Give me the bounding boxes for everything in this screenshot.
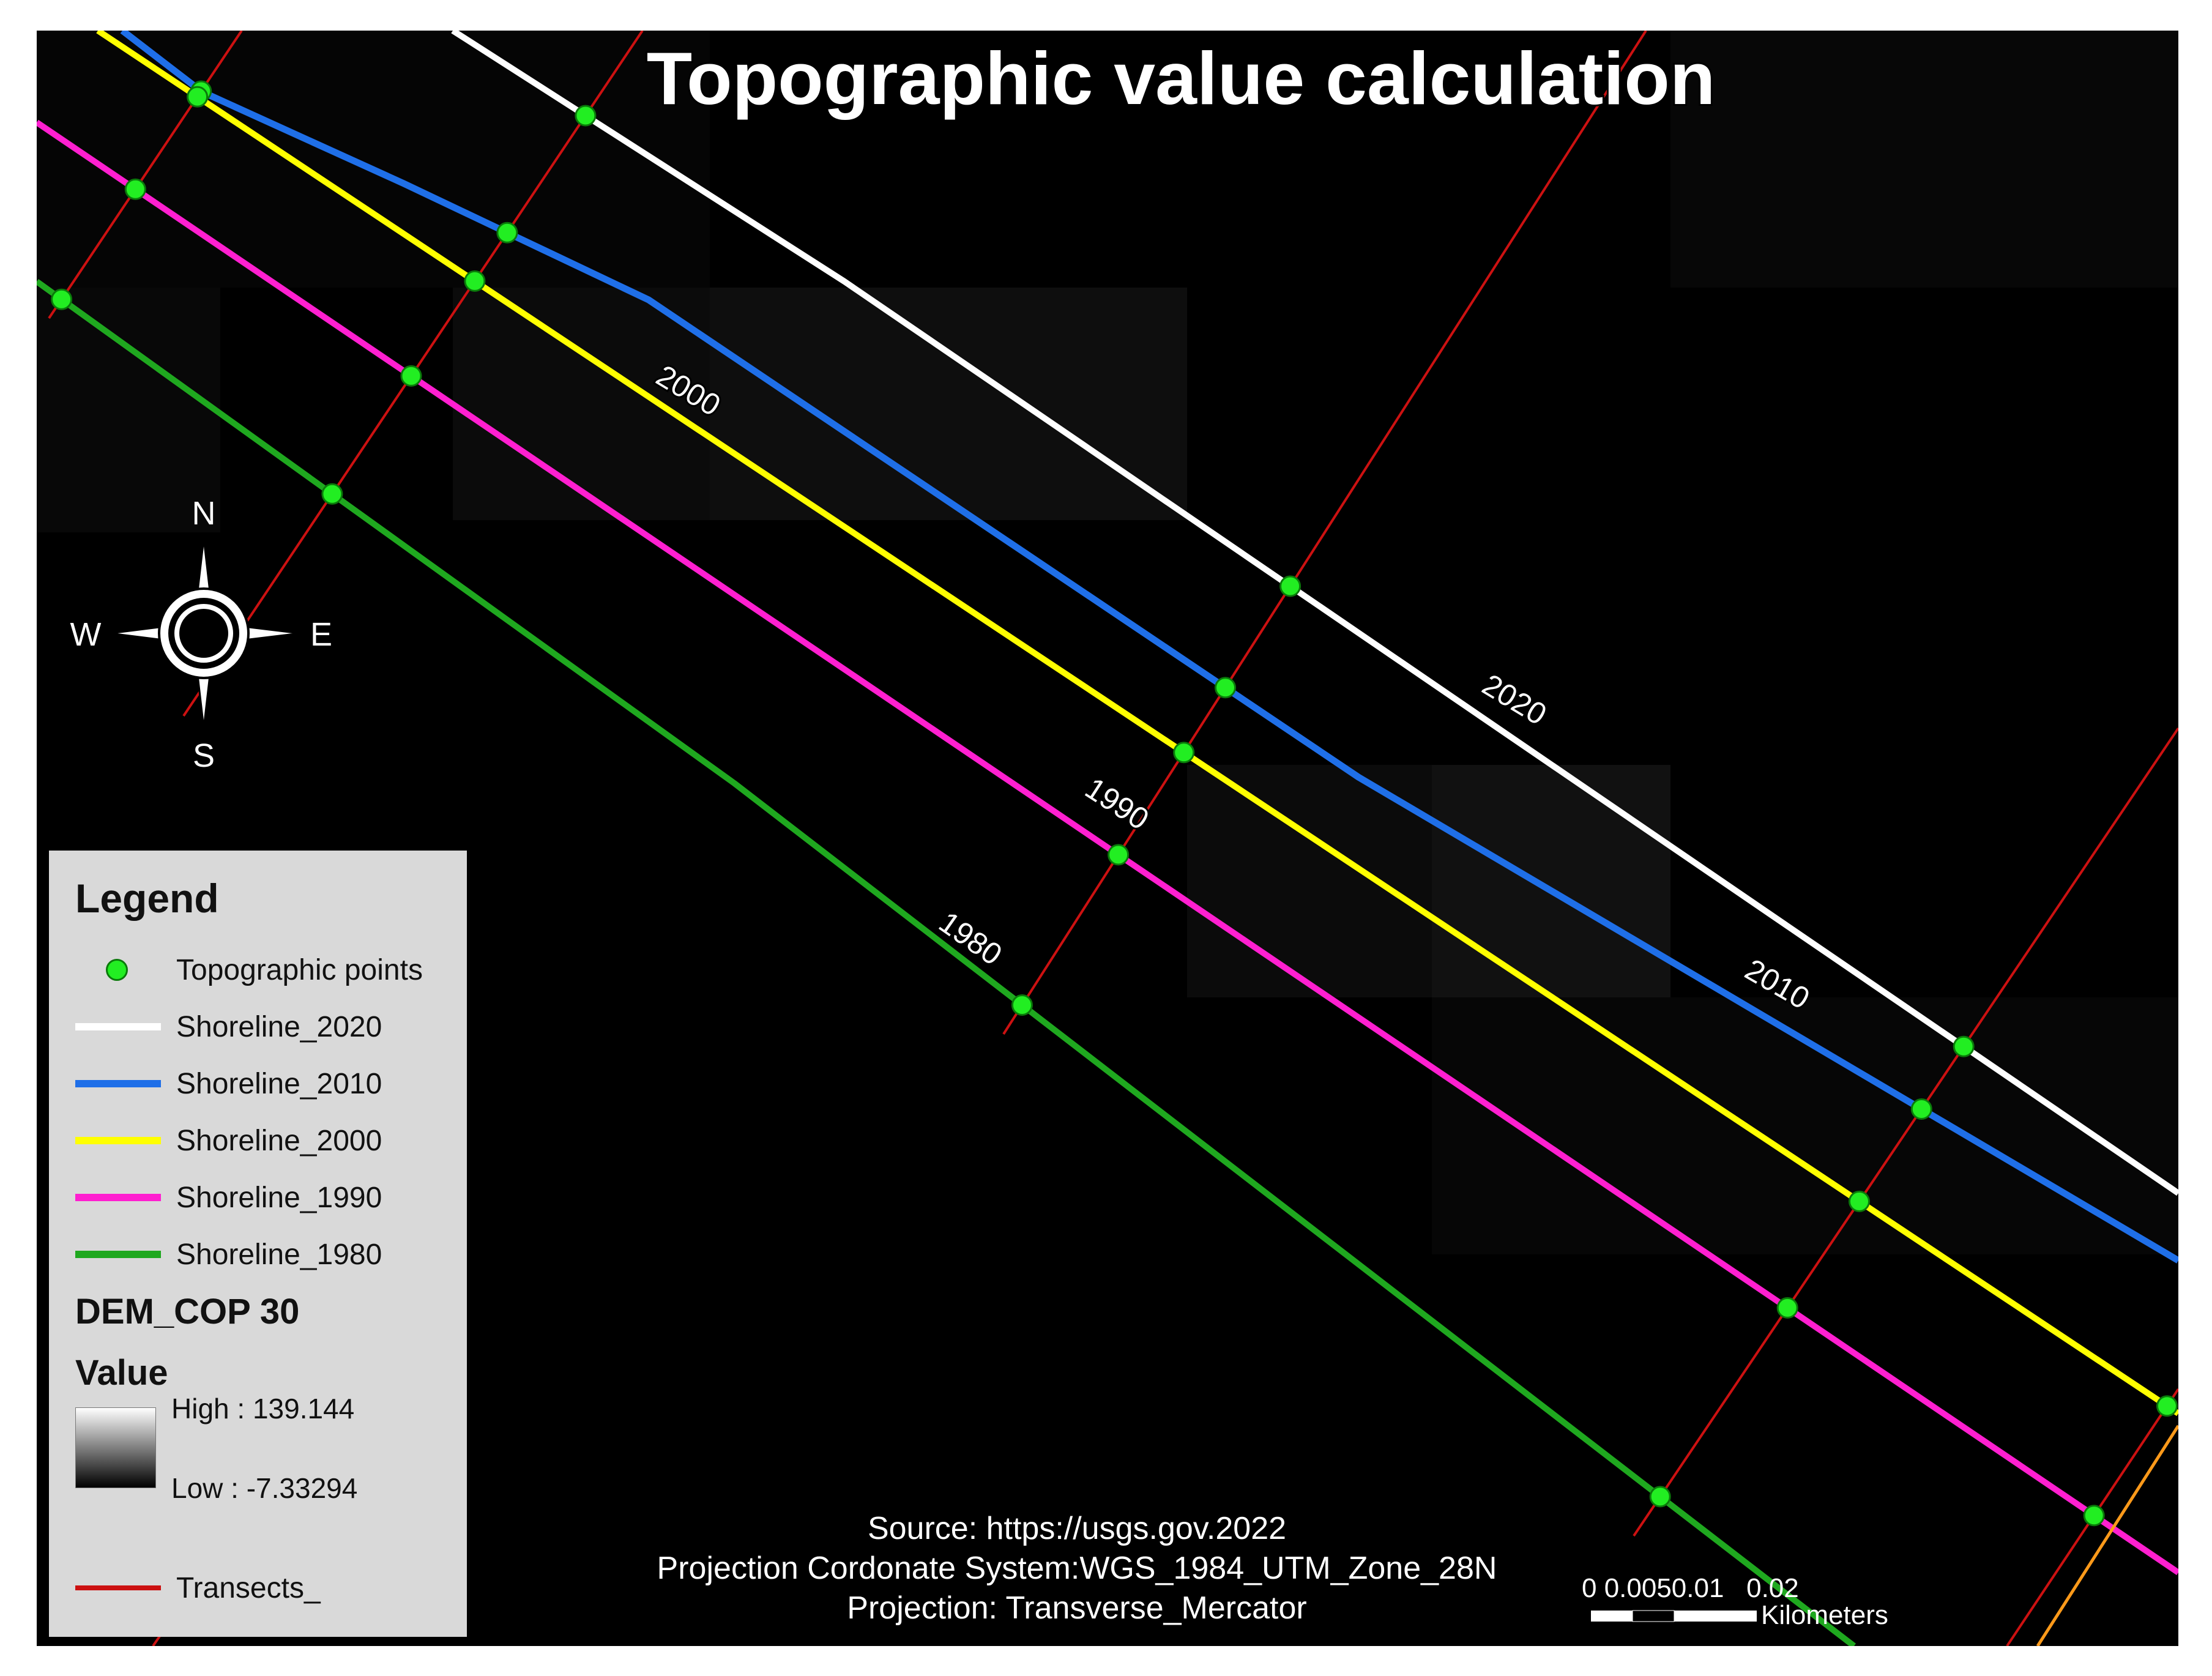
green-line-icon: [75, 1230, 161, 1279]
topographic-point-7: [464, 270, 486, 292]
legend-label: Shoreline_1980: [176, 1238, 382, 1271]
scale-ticks: 0 0.0050.01 0.02: [1582, 1573, 1799, 1603]
topographic-point-8: [400, 365, 422, 387]
scale-unit: Kilometers: [1761, 1600, 1888, 1630]
transect-line-4: [1633, 727, 2178, 1537]
legend-label: Transects_: [176, 1571, 321, 1604]
topographic-point-3: [124, 178, 146, 200]
topographic-point-11: [1215, 677, 1236, 699]
topographic-point-2: [187, 86, 209, 108]
legend-label: Shoreline_2020: [176, 1010, 382, 1043]
shoreline-1990: [37, 119, 2178, 1576]
legend-item-shoreline-2000: Shoreline_2000: [75, 1116, 382, 1165]
north-arrow-icon: [110, 538, 300, 729]
legend-item-shoreline-1990: Shoreline_1990: [75, 1173, 382, 1222]
source-line-2: Projection Cordonate System:WGS_1984_UTM…: [657, 1551, 1497, 1586]
topographic-point-14: [1011, 994, 1033, 1016]
topographic-point-9: [321, 483, 343, 505]
topographic-point-12: [1173, 742, 1195, 764]
transect-line-1: [48, 31, 243, 319]
red-line-icon: [75, 1563, 161, 1612]
topographic-point-21: [2083, 1505, 2105, 1527]
topographic-point-6: [496, 222, 518, 244]
white-line-icon: [75, 1002, 161, 1051]
shoreline-2000: [96, 31, 2178, 1417]
legend-item-shoreline-1980: Shoreline_1980: [75, 1230, 382, 1279]
topographic-point-19: [1649, 1486, 1671, 1508]
topographic-point-10: [1279, 575, 1302, 597]
legend-item-shoreline-2020: Shoreline_2020: [75, 1002, 382, 1051]
legend-label: Shoreline_2010: [176, 1067, 382, 1100]
legend-low: Low : -7.33294: [171, 1472, 358, 1504]
legend-label: Topographic points: [176, 953, 423, 986]
shoreline-2010: [120, 31, 2178, 1264]
yellow-line-icon: [75, 1116, 161, 1165]
map-title: Topographic value calculation: [647, 37, 1716, 120]
compass-s: S: [193, 737, 215, 774]
source-line-1: Source: https://usgs.gov.2022: [868, 1511, 1286, 1546]
compass-w: W: [70, 616, 102, 653]
topographic-point-18: [1776, 1297, 1798, 1319]
compass-n: N: [192, 495, 216, 532]
topographic-point-13: [1108, 844, 1130, 866]
legend-item-shoreline-2010: Shoreline_2010: [75, 1059, 382, 1108]
topographic-point-5: [575, 105, 597, 127]
shoreline-1980: [37, 278, 1856, 1646]
topographic-points: [51, 80, 2178, 1527]
blue-line-icon: [75, 1059, 161, 1108]
topographic-point-4: [51, 288, 73, 310]
green-dot-icon: [75, 945, 161, 994]
dem-raster: [37, 31, 2178, 1254]
compass-e: E: [310, 616, 332, 653]
magenta-line-icon: [75, 1173, 161, 1222]
legend-high: High : 139.144: [171, 1393, 355, 1425]
legend-label: Shoreline_1990: [176, 1181, 382, 1214]
legend-item-transects: Transects_: [75, 1563, 321, 1612]
source-line-3: Projection: Transverse_Mercator: [847, 1590, 1306, 1626]
topographic-point-20: [2156, 1395, 2178, 1417]
elevation-ramp-icon: [75, 1407, 156, 1488]
scale-bar: 0 0.0050.01 0.02 Kilometers: [1582, 1573, 1888, 1630]
legend-title: Legend: [75, 876, 219, 921]
orange-line: [2036, 1425, 2178, 1646]
topographic-point-17: [1849, 1190, 1870, 1212]
topographic-point-15: [1953, 1035, 1975, 1057]
shoreline-lines: [37, 31, 2178, 1646]
legend-value-title: Value: [75, 1353, 168, 1393]
legend-panel: Legend Topographic points Shoreline_2020…: [49, 851, 467, 1637]
legend-dem-title: DEM_COP 30: [75, 1292, 300, 1331]
transect-line-3: [1002, 31, 1647, 1035]
topographic-point-16: [1910, 1098, 1932, 1120]
legend-item-topographic-points: Topographic points: [75, 945, 423, 994]
legend-label: Shoreline_2000: [176, 1124, 382, 1157]
